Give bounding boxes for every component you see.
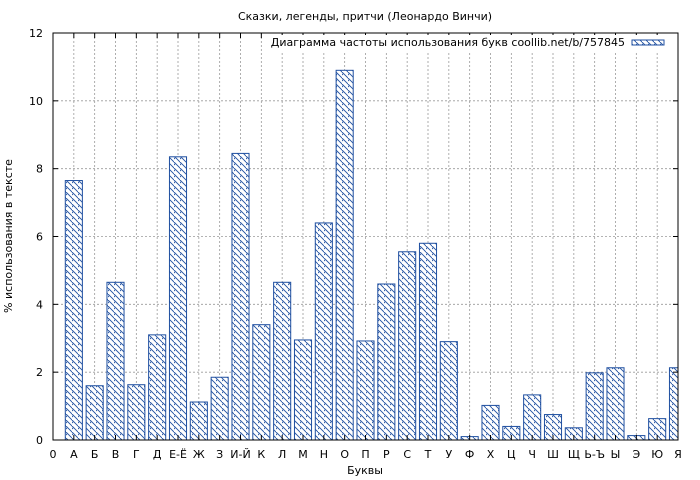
- bar: [252, 324, 271, 441]
- x-tick-label: Р: [383, 448, 390, 461]
- x-tick-label: Б: [91, 448, 99, 461]
- y-tick-label: 12: [29, 27, 43, 40]
- x-tick-label: Я: [674, 448, 682, 461]
- y-tick-label: 4: [36, 298, 43, 311]
- x-tick-label: Ц: [507, 448, 516, 461]
- x-tick-label: М: [298, 448, 308, 461]
- x-tick-label: Ш: [547, 448, 559, 461]
- y-tick-label: 8: [36, 163, 43, 176]
- x-tick-label: Д: [153, 448, 162, 461]
- bar: [523, 394, 542, 441]
- y-tick-label: 2: [36, 366, 43, 379]
- bar: [168, 156, 188, 441]
- x-tick-label: Щ: [568, 448, 580, 461]
- y-tick-label: 6: [36, 231, 43, 244]
- x-tick-label: О: [340, 448, 349, 461]
- x-tick-label: К: [257, 448, 265, 461]
- bar: [85, 385, 104, 441]
- bar: [189, 401, 208, 441]
- x-tick-label: И-Й: [230, 448, 250, 461]
- legend-swatch: [631, 39, 665, 46]
- x-tick-label: Г: [133, 448, 140, 461]
- legend: Диаграмма частоты использования букв coo…: [271, 35, 676, 51]
- bar: [356, 340, 375, 441]
- x-tick-label: Э: [632, 448, 640, 461]
- y-axis-label: % использования в тексте: [2, 159, 15, 313]
- bar: [439, 341, 458, 441]
- bar: [148, 334, 167, 441]
- bar: [273, 281, 292, 441]
- bar: [585, 372, 604, 441]
- bar: [481, 404, 500, 441]
- x-axis-ticks: 0 А Б В Г Д Е-Ё Ж З И-Й К Л М Н О П Р С Т У Ф Х Ц Ч Ш Щ Ь-Ъ Ы Э Ю Я: [50, 33, 682, 461]
- x-tick-label: С: [403, 448, 411, 461]
- x-tick-label: Е-Ё: [169, 448, 187, 461]
- x-tick-label: Х: [487, 448, 495, 461]
- x-tick-label: З: [216, 448, 223, 461]
- x-tick-label: Ч: [528, 448, 536, 461]
- x-tick-label: Т: [424, 448, 432, 461]
- x-tick-label: Ю: [651, 448, 663, 461]
- bar: [231, 152, 250, 441]
- x-tick-label: Н: [320, 448, 328, 461]
- x-tick-label: В: [112, 448, 120, 461]
- bar: [398, 251, 417, 441]
- legend-background: [278, 35, 676, 51]
- x-tick-label: Ж: [193, 448, 205, 461]
- chart-title: Сказки, легенды, притчи (Леонардо Винчи): [238, 10, 492, 23]
- bar: [127, 384, 146, 441]
- bar: [106, 281, 125, 441]
- x-tick-label: Ы: [611, 448, 621, 461]
- bar: [668, 367, 679, 441]
- y-tick-label: 10: [29, 95, 43, 108]
- x-axis-label: Буквы: [347, 464, 383, 477]
- bar: [210, 376, 229, 441]
- bar: [335, 69, 354, 441]
- bar: [606, 367, 625, 441]
- x-tick-label: П: [361, 448, 369, 461]
- bar: [293, 339, 313, 441]
- x-tick-label: Ф: [465, 448, 474, 461]
- x-tick-label: А: [70, 448, 78, 461]
- x-tick-label: Л: [278, 448, 286, 461]
- legend-label: Диаграмма частоты использования букв coo…: [271, 36, 625, 49]
- bar: [418, 242, 438, 441]
- x-tick-label-start: 0: [50, 448, 57, 461]
- x-tick-label: У: [445, 448, 452, 461]
- y-tick-label: 0: [36, 434, 43, 447]
- x-tick-label: Ь-Ъ: [584, 448, 605, 461]
- bar: [64, 180, 83, 441]
- bar: [314, 222, 333, 441]
- bar: [377, 283, 396, 441]
- y-axis-ticks: 0 2 4 6 8 10 12: [29, 27, 678, 447]
